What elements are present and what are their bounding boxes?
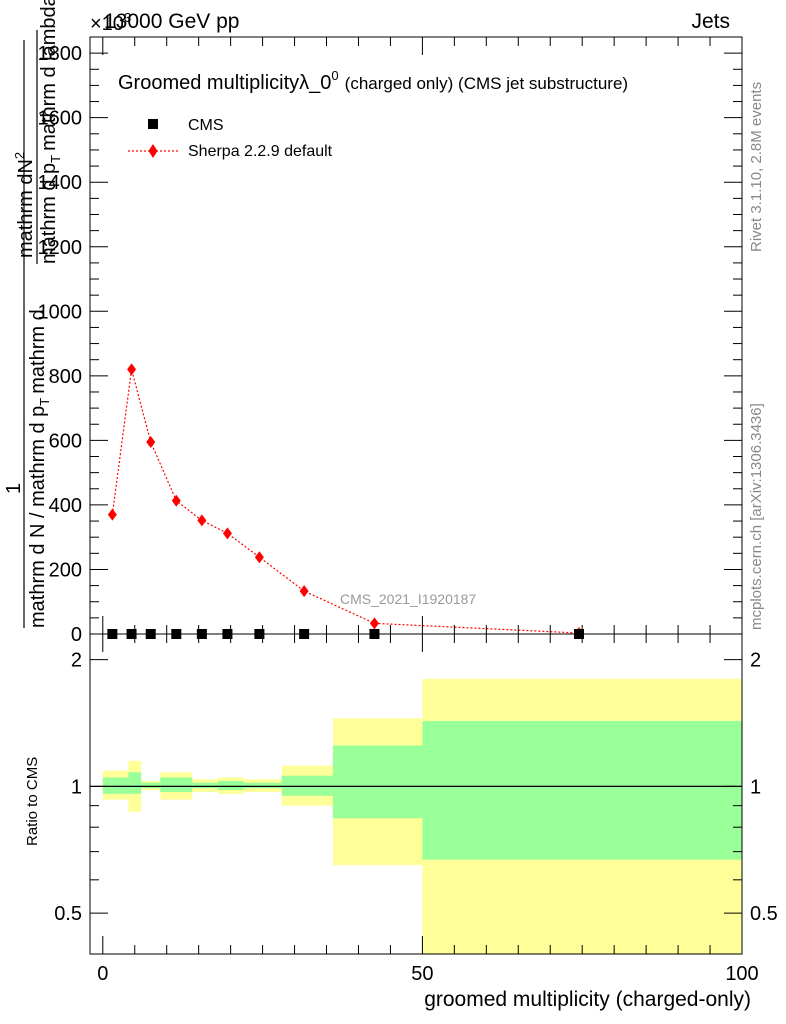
y-tick-label: 200	[49, 559, 82, 581]
green-band-bin	[128, 772, 142, 794]
ylabel-one: 1	[3, 483, 25, 494]
main-y-label: mathrm dN2 mathrm d pTmathrm d lambda 1 …	[3, 0, 63, 628]
ylabel-num: mathrm dN2	[12, 152, 37, 258]
y-tick-label: 1000	[38, 301, 83, 323]
sherpa-point	[369, 617, 379, 630]
legend-sherpa-label: Sherpa 2.2.9 default	[188, 143, 333, 160]
green-band-bin	[281, 775, 333, 796]
sherpa-point	[146, 435, 156, 448]
green-band-bin	[243, 782, 282, 789]
ratio-y-tick-label: 1	[71, 776, 82, 798]
x-axis-label: groomed multiplicity (charged-only)	[424, 988, 751, 1011]
ratio-y-label: Ratio to CMS	[24, 757, 41, 846]
y-tick-label: 1200	[38, 237, 83, 259]
sherpa-point	[222, 527, 232, 540]
ratio-y-tick-label-right: 0.5	[750, 903, 778, 925]
side-label-top: Rivet 3.1.10, 2.8M events	[748, 82, 765, 252]
axis-ticks	[90, 36, 743, 954]
sherpa-point	[107, 508, 117, 521]
analysis-watermark: CMS_2021_I1920187	[340, 591, 476, 607]
ratio-frame	[89, 633, 743, 955]
y-tick-label: 1600	[38, 108, 83, 130]
exponent-label: ×103	[90, 10, 131, 35]
x-tick-label: 0	[97, 963, 108, 985]
green-band-bin	[141, 782, 161, 789]
sherpa-point	[254, 551, 264, 564]
sherpa-line	[111, 369, 580, 634]
y-tick-label: 1400	[38, 172, 83, 194]
ratio-y-tick-label: 0.5	[54, 903, 82, 925]
plot-title: Groomed multiplicityλ_00 (charged only) (…	[118, 68, 628, 94]
legend-cms-marker	[148, 119, 158, 129]
y-tick-label: 1800	[38, 43, 83, 65]
legend-sherpa-marker	[148, 144, 158, 158]
side-label-bottom: mcplots.cern.ch [arXiv:1306.3436]	[748, 403, 765, 630]
green-band-bin	[102, 777, 129, 794]
ratio-bands	[102, 678, 742, 954]
header-left: 13000 GeV pp	[104, 10, 239, 33]
ylabel-den: mathrm d pTmathrm d lambda	[38, 0, 63, 264]
sherpa-point	[197, 514, 207, 527]
x-tick-label: 50	[411, 963, 433, 985]
green-band-bin	[422, 720, 742, 860]
ratio-y-tick-label: 2	[71, 650, 82, 672]
ylabel-prefix-den: mathrm d N / mathrm d pTmathrm d	[27, 309, 52, 628]
x-tick-label: 100	[725, 963, 758, 985]
legend-cms-label: CMS	[188, 117, 224, 134]
green-band-bin	[332, 745, 423, 819]
header-right: Jets	[691, 10, 730, 33]
y-tick-label: 400	[49, 495, 82, 517]
y-tick-label: 800	[49, 366, 82, 388]
sherpa-point	[127, 363, 137, 376]
sherpa-point	[299, 585, 309, 598]
y-tick-label: 0	[71, 624, 82, 646]
y-tick-label: 600	[49, 430, 82, 452]
ratio-y-tick-label-right: 2	[750, 650, 761, 672]
green-band-bin	[192, 782, 218, 789]
ratio-y-tick-label-right: 1	[750, 776, 761, 798]
green-band-bin	[217, 780, 244, 791]
sherpa-point	[171, 494, 181, 507]
tick-labels: 0 200 400 600 800 1000 1200 1400 1600 1800 0 50 100 0…	[38, 43, 778, 985]
green-band-bin	[160, 777, 193, 792]
sherpa-markers	[107, 363, 584, 640]
